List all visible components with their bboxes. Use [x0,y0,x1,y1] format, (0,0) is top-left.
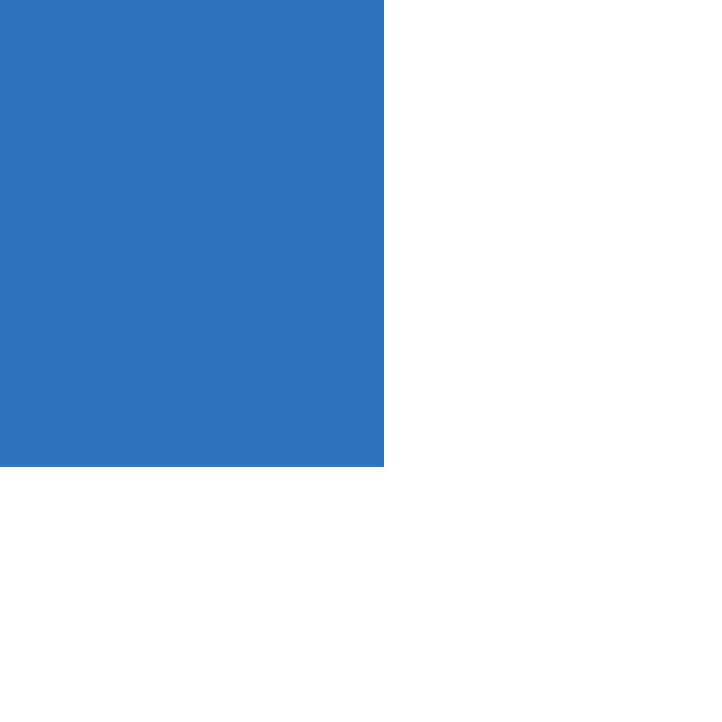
blue-rectangle [0,0,384,467]
